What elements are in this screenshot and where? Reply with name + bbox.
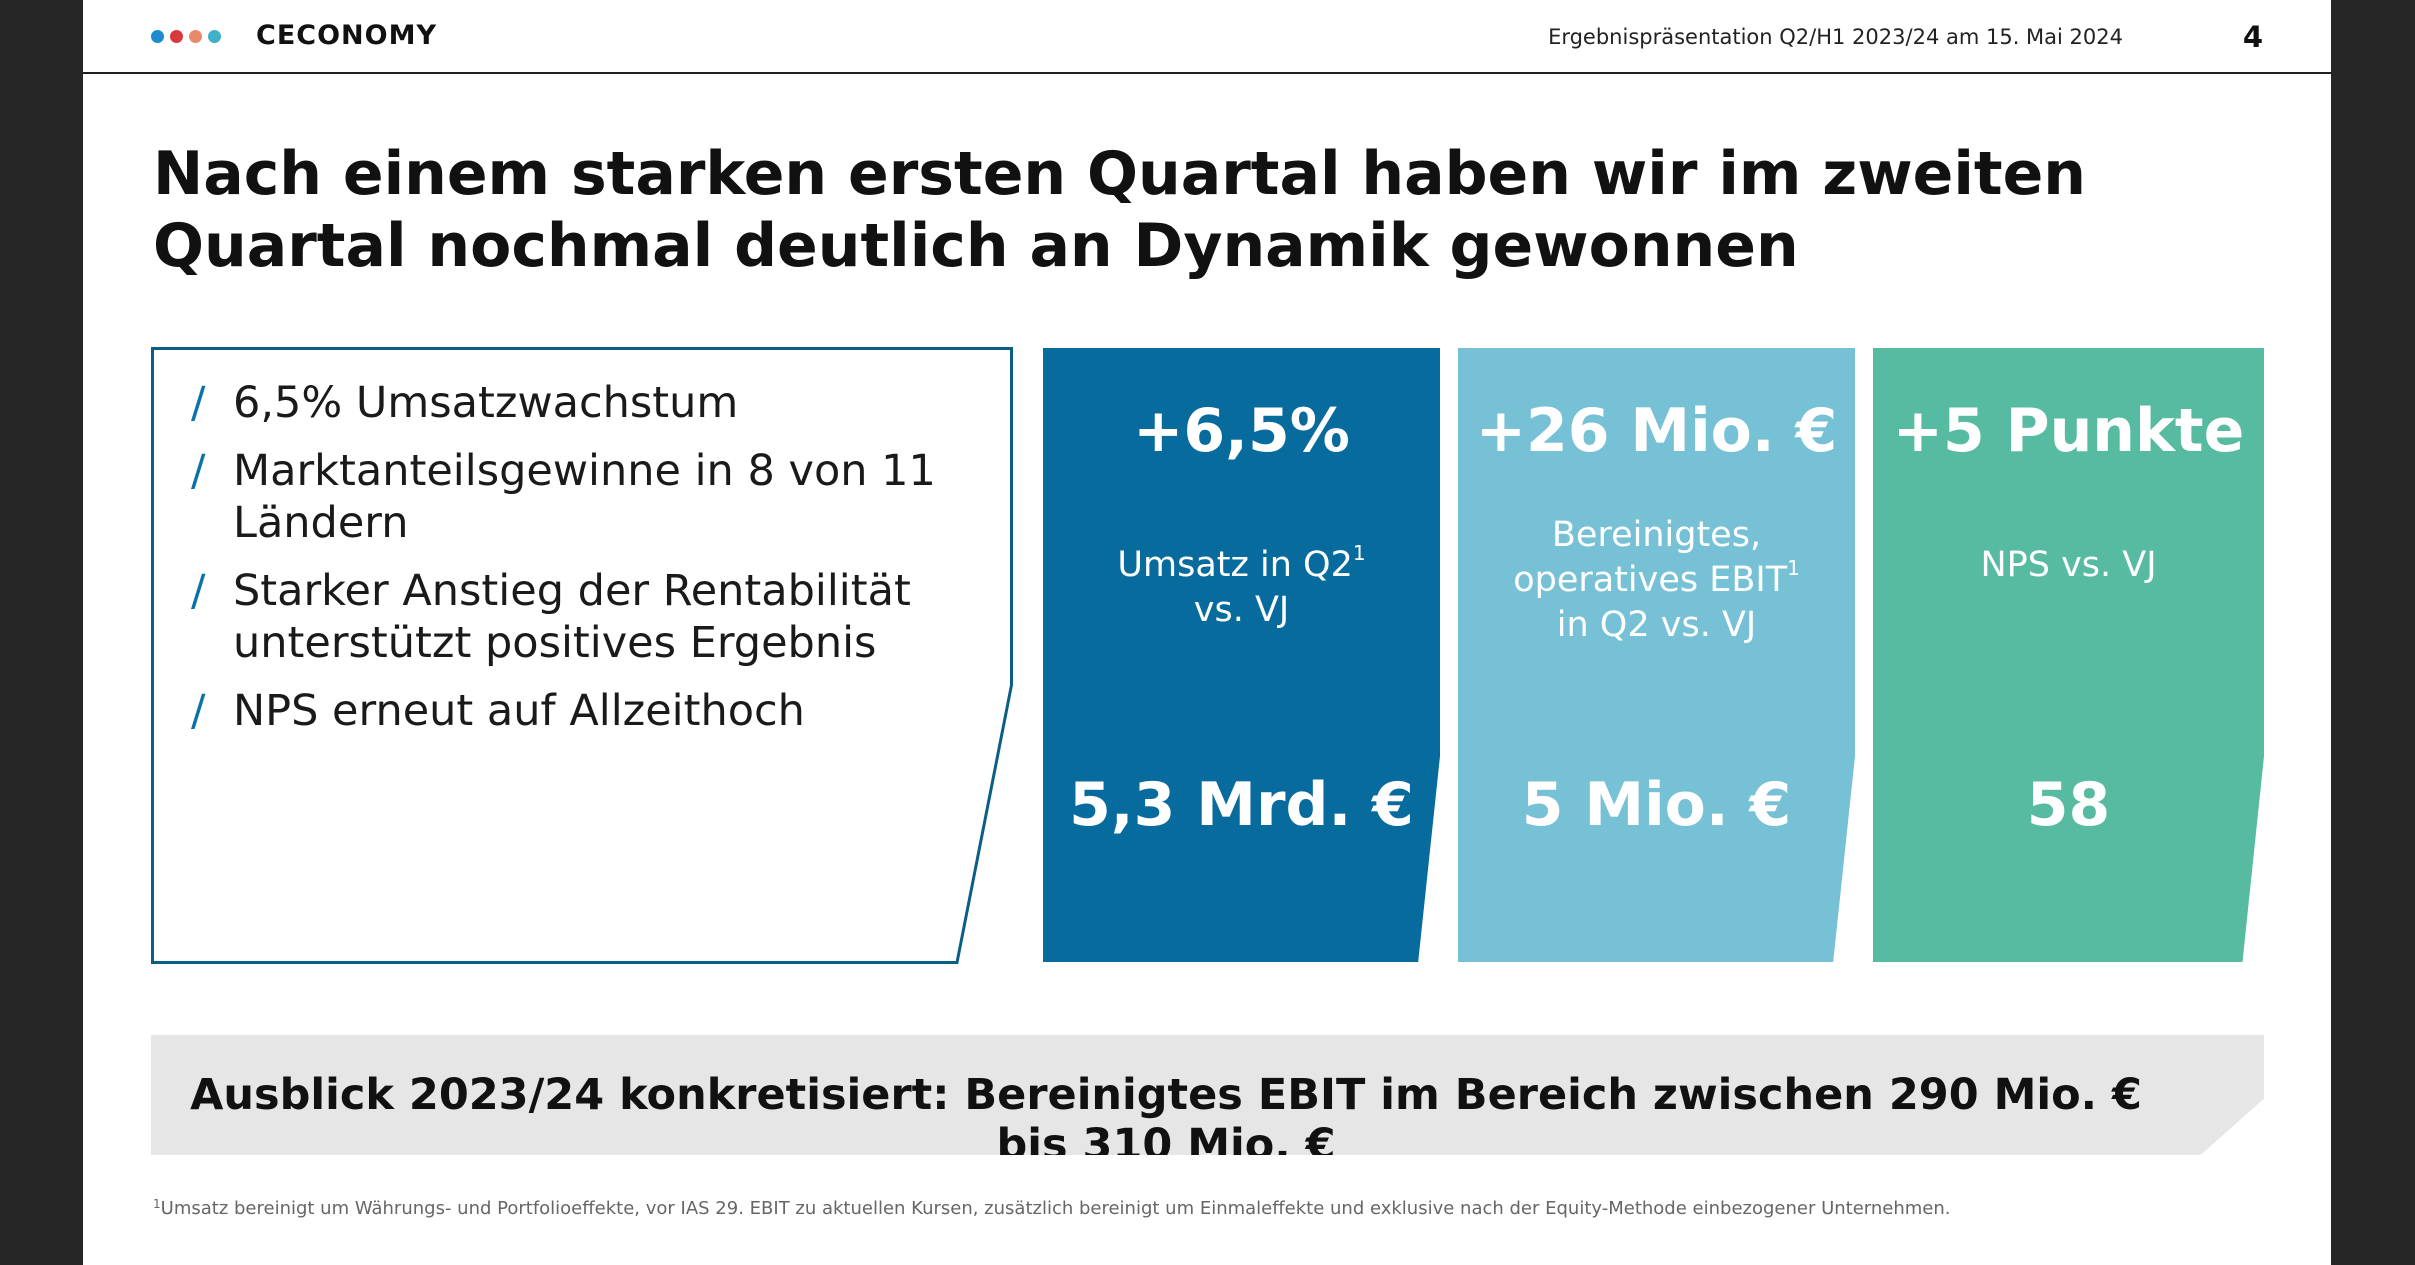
bullet-text: Starker Anstieg der Rentabilität unterst… [233,565,951,669]
kpi-headline: +26 Mio. € [1458,396,1855,466]
slide: CECONOMY Ergebnispräsentation Q2/H1 2023… [83,0,2331,1265]
footnote-text: Umsatz bereinigt um Währungs- und Portfo… [161,1198,1951,1219]
kpi-card-sales: +6,5% Umsatz in Q21 vs. VJ 5,3 Mrd. € [1043,348,1440,962]
kpi-description: Bereinigtes, operatives EBIT1 in Q2 vs. … [1458,513,1855,648]
footnote-marker: 1 [153,1197,161,1211]
footnote-ref: 1 [1353,541,1366,565]
kpi-description: Umsatz in Q21 vs. VJ [1043,543,1440,633]
list-item: / 6,5% Umsatzwachstum [191,377,951,429]
presentation-meta: Ergebnispräsentation Q2/H1 2023/24 am 15… [1548,25,2123,49]
logo-dot [151,30,164,43]
bullet-text: Marktanteilsgewinne in 8 von 11 Ländern [233,445,951,549]
slide-title: Nach einem starken ersten Quartal haben … [153,138,2253,282]
list-item: / Marktanteilsgewinne in 8 von 11 Länder… [191,445,951,549]
logo: CECONOMY [256,20,437,51]
page-number: 4 [2243,20,2263,54]
kpi-description-text: NPS vs. VJ [1980,545,2156,585]
kpi-description-tail: vs. VJ [1194,590,1289,630]
slash-marker-icon: / [191,377,233,429]
kpi-card-ebit: +26 Mio. € Bereinigtes, operatives EBIT1… [1458,348,1855,962]
logo-dot [208,30,221,43]
kpi-description-tail: in Q2 vs. VJ [1557,605,1756,645]
kpi-description: NPS vs. VJ [1873,543,2264,588]
footnote-ref: 1 [1787,556,1800,580]
bullet-text: NPS erneut auf Allzeithoch [233,685,805,737]
list-item: / Starker Anstieg der Rentabilität unter… [191,565,951,669]
logo-dots-icon [151,30,221,43]
kpi-headline: +6,5% [1043,396,1440,466]
kpi-value: 5 Mio. € [1458,770,1855,840]
list-item: / NPS erneut auf Allzeithoch [191,685,951,737]
highlights-box: / 6,5% Umsatzwachstum / Marktanteilsgewi… [151,347,1013,964]
logo-dot [170,30,183,43]
kpi-card-nps: +5 Punkte NPS vs. VJ 58 [1873,348,2264,962]
header-divider [83,72,2331,74]
footnote: 1Umsatz bereinigt um Währungs- und Portf… [153,1198,1951,1219]
slash-marker-icon: / [191,565,233,669]
bullet-text: 6,5% Umsatzwachstum [233,377,738,429]
kpi-description-text: Umsatz in Q2 [1117,545,1352,585]
logo-dot [189,30,202,43]
slash-marker-icon: / [191,445,233,549]
highlights-list: / 6,5% Umsatzwachstum / Marktanteilsgewi… [191,377,951,753]
kpi-description-text: Bereinigtes, operatives EBIT [1513,515,1787,600]
kpi-value: 5,3 Mrd. € [1043,770,1440,840]
outlook-banner: Ausblick 2023/24 konkretisiert: Bereinig… [151,1035,2264,1155]
kpi-headline: +5 Punkte [1873,396,2264,466]
kpi-value: 58 [1873,770,2264,840]
slash-marker-icon: / [191,685,233,737]
outlook-text: Ausblick 2023/24 konkretisiert: Bereinig… [151,1070,2181,1170]
